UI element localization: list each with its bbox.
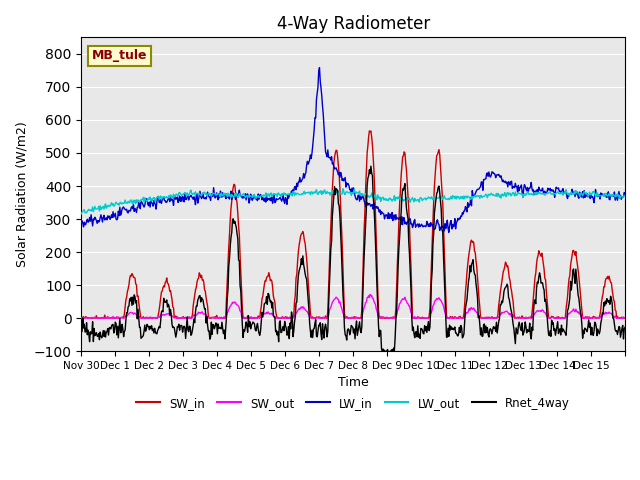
Title: 4-Way Radiometer: 4-Way Radiometer xyxy=(276,15,430,33)
Legend: SW_in, SW_out, LW_in, LW_out, Rnet_4way: SW_in, SW_out, LW_in, LW_out, Rnet_4way xyxy=(132,392,575,414)
Y-axis label: Solar Radiation (W/m2): Solar Radiation (W/m2) xyxy=(15,121,28,267)
Text: MB_tule: MB_tule xyxy=(92,49,148,62)
X-axis label: Time: Time xyxy=(338,376,369,389)
